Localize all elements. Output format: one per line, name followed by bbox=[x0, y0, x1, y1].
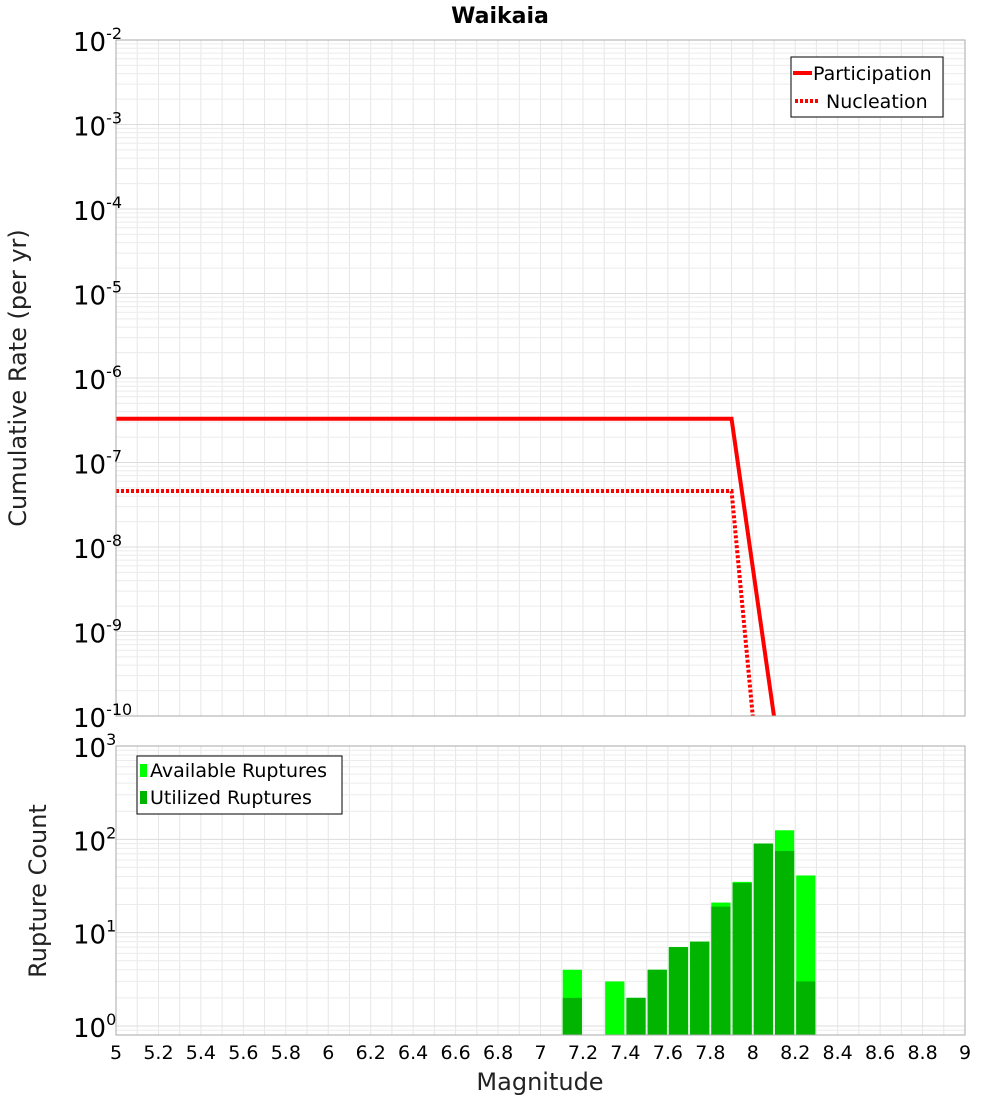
x-tick-label: 6.6 bbox=[440, 1042, 470, 1064]
count-legend-box bbox=[136, 755, 343, 815]
x-tick-label: 8 bbox=[747, 1042, 759, 1064]
rate-legend-box bbox=[790, 56, 944, 118]
rate-y-tick-label: 10-3 bbox=[73, 109, 122, 143]
count-y-tick-label: 103 bbox=[73, 730, 116, 764]
count-legend: Available Ruptures Utilized Ruptures bbox=[136, 755, 343, 815]
participation-legend-label: Participation bbox=[813, 63, 932, 85]
chart-title: Waikaia bbox=[451, 4, 549, 29]
x-tick-label: 6.8 bbox=[483, 1042, 513, 1064]
rate-plot-frame bbox=[115, 39, 966, 717]
available-legend-label: Available Ruptures bbox=[150, 760, 327, 782]
utilized-bar bbox=[711, 906, 731, 1035]
rate-y-ticks: 10-10 10-9 10-8 10-7 10-6 10-5 10-4 10-3 10-2 bbox=[73, 24, 132, 734]
rate-y-tick-label: 10-10 bbox=[73, 700, 132, 734]
rate-y-tick-label: 10-8 bbox=[73, 531, 122, 565]
rate-panel: 10-10 10-9 10-8 10-7 10-6 10-5 10-4 10-3 10-2 Cu… bbox=[4, 24, 966, 734]
x-tick-label: 6 bbox=[322, 1042, 334, 1064]
available-legend-swatch bbox=[140, 764, 147, 777]
x-tick-label: 7.6 bbox=[653, 1042, 683, 1064]
count-y-axis-label: Rupture Count bbox=[24, 804, 52, 978]
x-tick-label: 5 bbox=[110, 1042, 122, 1064]
utilized-bar bbox=[562, 997, 582, 1035]
count-y-ticks: 100 101 102 103 bbox=[73, 730, 116, 1044]
utilized-bar bbox=[668, 947, 689, 1035]
x-tick-label: 5.8 bbox=[271, 1042, 301, 1064]
utilized-bar bbox=[774, 850, 795, 1035]
x-tick-label: 8.8 bbox=[907, 1042, 937, 1064]
x-tick-label: 8.2 bbox=[780, 1042, 810, 1064]
utilized-legend-label: Utilized Ruptures bbox=[150, 787, 312, 809]
count-bars bbox=[562, 830, 816, 1035]
utilized-bar bbox=[626, 997, 646, 1035]
x-tick-label: 7.8 bbox=[695, 1042, 725, 1064]
x-tick-label: 8.6 bbox=[865, 1042, 895, 1064]
rate-grid bbox=[115, 39, 966, 717]
utilized-bar bbox=[647, 969, 667, 1035]
nucleation-line bbox=[116, 489, 755, 717]
rate-lines bbox=[116, 416, 776, 717]
x-tick-label: 7.2 bbox=[568, 1042, 598, 1064]
rate-y-tick-label: 10-4 bbox=[73, 193, 122, 227]
rate-y-tick-label: 10-2 bbox=[73, 24, 122, 58]
rate-y-axis-label: Cumulative Rate (per yr) bbox=[4, 229, 32, 527]
utilized-bar bbox=[796, 981, 816, 1035]
count-y-tick-label: 100 bbox=[73, 1010, 116, 1044]
x-axis-label: Magnitude bbox=[476, 1068, 603, 1096]
x-tick-label: 6.4 bbox=[398, 1042, 428, 1064]
x-tick-label: 9 bbox=[959, 1042, 971, 1064]
x-tick-label: 5.6 bbox=[228, 1042, 258, 1064]
rate-y-tick-label: 10-6 bbox=[73, 362, 122, 396]
available-bar bbox=[605, 981, 625, 1035]
x-tick-label: 7.4 bbox=[610, 1042, 640, 1064]
x-tick-label: 5.2 bbox=[143, 1042, 173, 1064]
utilized-legend-swatch bbox=[140, 791, 147, 804]
x-tick-label: 6.2 bbox=[356, 1042, 386, 1064]
count-plot-frame bbox=[115, 745, 966, 1036]
nucleation-legend-label: Nucleation bbox=[826, 91, 928, 113]
utilized-bar bbox=[690, 941, 710, 1035]
rate-y-tick-label: 10-7 bbox=[73, 447, 122, 481]
x-tick-label: 8.4 bbox=[823, 1042, 853, 1064]
x-tick-label: 5.4 bbox=[186, 1042, 216, 1064]
count-x-ticks: 5 5.2 5.4 5.6 5.8 6 6.2 6.4 6.6 6.8 7 7.2 7.4 7.6 7.8 8… bbox=[110, 1042, 971, 1064]
utilized-bar bbox=[732, 883, 752, 1035]
participation-line bbox=[116, 416, 776, 717]
count-y-tick-label: 102 bbox=[73, 823, 116, 857]
rate-legend: Participation Nucleation bbox=[790, 56, 944, 118]
count-panel: 100 101 102 103 5 5.2 5.4 5.6 5.8 6 6.2 6.4 6.6 6.8 7… bbox=[24, 730, 971, 1096]
utilized-bar bbox=[753, 843, 773, 1035]
x-tick-label: 7 bbox=[534, 1042, 546, 1064]
count-y-tick-label: 101 bbox=[73, 917, 116, 951]
rate-y-tick-label: 10-9 bbox=[73, 616, 122, 650]
rate-y-tick-label: 10-5 bbox=[73, 278, 122, 312]
